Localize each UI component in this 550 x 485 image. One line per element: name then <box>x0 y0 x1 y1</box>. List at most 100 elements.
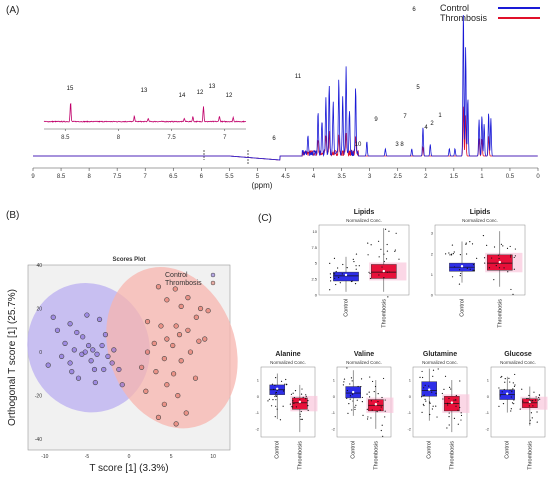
sample-point <box>381 424 383 426</box>
sample-point <box>374 385 377 388</box>
sample-point <box>486 244 488 247</box>
boxplot-subtitle: Normalized Conc. <box>346 218 382 223</box>
sample-point <box>531 417 533 419</box>
mean-marker <box>460 265 464 268</box>
sample-point <box>460 272 462 275</box>
sample-point <box>512 293 514 295</box>
score-point-control <box>91 366 98 373</box>
x-tick-label: 3 <box>368 174 372 180</box>
sample-point <box>488 267 491 269</box>
inset-tick-label: 7.5 <box>167 135 176 141</box>
sample-point <box>432 375 434 377</box>
sample-point <box>513 399 515 401</box>
sample-point <box>422 403 424 405</box>
sample-point <box>299 413 301 415</box>
score-point-control <box>92 379 98 386</box>
mean-marker <box>298 400 302 404</box>
sample-point <box>338 276 340 279</box>
y-tick-label: 1 <box>333 378 336 383</box>
x-tick-label: 0.5 <box>506 174 515 180</box>
sample-point <box>497 254 500 256</box>
sample-point <box>380 248 382 250</box>
sample-point <box>355 404 357 406</box>
sample-point <box>459 275 461 277</box>
x-tick-label: 2 <box>424 174 428 180</box>
x-tick-label: 7 <box>144 174 148 180</box>
sample-point <box>429 413 431 416</box>
sample-point <box>514 373 516 376</box>
sample-point <box>448 416 450 418</box>
sample-point <box>351 409 353 411</box>
sample-point <box>290 393 293 395</box>
sample-point <box>384 416 386 418</box>
sample-point <box>342 263 344 266</box>
score-point-control <box>45 362 51 368</box>
sample-point <box>504 378 506 380</box>
peak-annotation: 7 <box>403 114 407 120</box>
sample-point <box>509 245 511 248</box>
sample-point <box>508 377 510 379</box>
sample-point <box>361 396 363 399</box>
sample-point <box>268 398 270 400</box>
sample-point <box>378 256 380 258</box>
score-point-thrombosis <box>178 303 184 309</box>
sample-point <box>528 394 530 397</box>
sample-point <box>346 389 349 392</box>
sample-point <box>381 396 383 399</box>
sample-point <box>421 370 423 373</box>
box-thrombosis <box>522 398 538 408</box>
y-tick-label: 2.5 <box>311 277 317 282</box>
score-point-thrombosis <box>171 371 177 377</box>
x-tick-label: 6.5 <box>169 174 178 180</box>
sample-point <box>282 390 285 392</box>
category-label: Thrombosis <box>297 441 303 470</box>
sample-point <box>329 273 331 275</box>
sample-point <box>386 243 388 246</box>
sample-point <box>453 399 455 401</box>
y-tick-label: -2 <box>407 426 411 431</box>
score-point-control <box>105 353 111 360</box>
panel-label-a: (A) <box>6 5 20 16</box>
score-point-thrombosis <box>144 318 151 325</box>
sample-point <box>509 256 512 258</box>
category-label: Thrombosis <box>381 299 387 328</box>
sample-point <box>366 393 368 395</box>
score-point-thrombosis <box>143 388 149 394</box>
sample-point <box>307 400 309 402</box>
boxplot-valine-3: Valine Normalized Conc. 1 0 -1 -2 Control Throm… <box>331 351 394 470</box>
score-point-control <box>101 366 107 373</box>
sample-point <box>366 418 369 420</box>
sample-point <box>446 427 448 429</box>
y-tick-label: 0 <box>409 394 412 399</box>
x-tick-label: 4.5 <box>281 174 290 180</box>
sample-point <box>388 271 390 273</box>
score-point-thrombosis <box>170 342 176 349</box>
sample-point <box>535 396 537 398</box>
score-point-control <box>62 340 68 346</box>
x-tick-label: 6 <box>200 174 204 180</box>
sample-point <box>368 271 370 273</box>
x-tick-label: 1 <box>480 174 484 180</box>
sample-point <box>354 408 356 411</box>
y-tick-label: -1 <box>255 410 259 415</box>
sample-point <box>500 376 502 378</box>
y-tick-label: -40 <box>35 437 42 443</box>
sample-point <box>276 389 278 391</box>
sample-point <box>279 419 282 421</box>
boxplot-title: Valine <box>354 351 374 358</box>
sample-point <box>377 400 379 403</box>
category-label: Control <box>275 441 281 459</box>
boxplot-title: Alanine <box>275 351 300 358</box>
sample-point <box>447 404 449 406</box>
y-tick-label: 0 <box>257 394 260 399</box>
sample-point <box>373 390 375 393</box>
sample-point <box>354 406 356 408</box>
score-point-control <box>67 360 73 366</box>
sample-point <box>273 388 275 391</box>
score-point-thrombosis <box>158 323 164 329</box>
scores-plot-chart: Scores Plot -10 -5 0 5 10 40 20 0 -20 -40 T score … <box>7 257 238 474</box>
sample-point <box>423 404 425 407</box>
score-point-control <box>99 342 105 349</box>
y-axis-title: Orthogonal T score [1] (25.7%) <box>7 289 18 426</box>
